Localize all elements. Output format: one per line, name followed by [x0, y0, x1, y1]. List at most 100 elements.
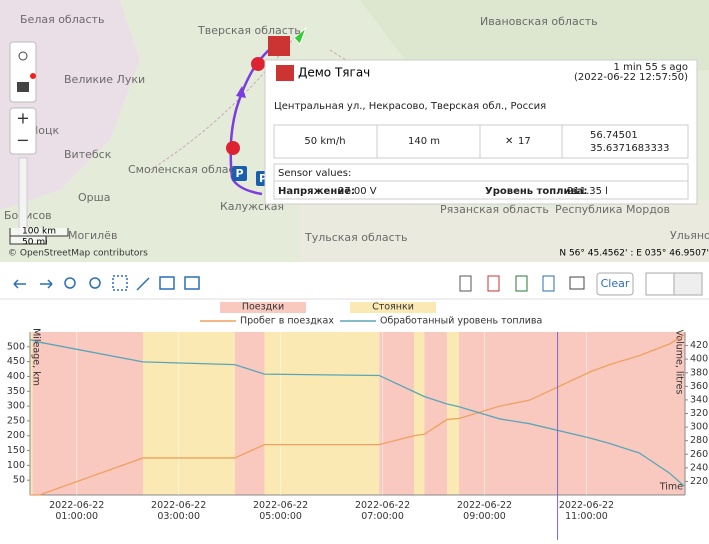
band	[424, 332, 448, 495]
legend-label: Пробег в поездках	[240, 316, 334, 327]
y-tick-label: 250	[7, 415, 25, 426]
legend-label: Стоянки	[372, 302, 414, 313]
x-tick-date: 2022-06-22	[559, 500, 614, 511]
toolbar: Clear	[0, 262, 709, 300]
y2-tick-label: 400	[690, 354, 708, 365]
y-tick-label: 200	[7, 430, 25, 441]
direction-arrow	[293, 26, 308, 45]
chart: Поездки Стоянки Пробег в поездках Обработан…	[7, 302, 708, 540]
map-label: Тульская область	[304, 231, 408, 244]
parking-letter: P	[235, 167, 243, 180]
zoom-control[interactable]	[9, 107, 37, 155]
map-toggle[interactable]	[645, 272, 675, 296]
map-label: Могилёв	[68, 229, 117, 242]
popup-address: Центральная ул., Некрасово, Тверская обл…	[274, 101, 546, 112]
zoom-in[interactable]: +	[16, 109, 29, 128]
legend-label: Поездки	[242, 302, 284, 313]
sensor-value: 27.00 V	[338, 186, 377, 197]
y2-tick-label: 340	[690, 394, 708, 405]
excel-button[interactable]	[515, 275, 528, 292]
print-button[interactable]	[569, 276, 585, 290]
map-label: Республика Мордов	[555, 203, 670, 216]
sensor-name: Напряжение:	[278, 186, 355, 197]
back-button[interactable]	[13, 279, 26, 289]
clear-button[interactable]	[596, 272, 634, 296]
map-icon	[17, 82, 29, 92]
split-toggle[interactable]	[673, 272, 703, 296]
zoom-out-button[interactable]	[89, 277, 101, 289]
y2-tick-label: 280	[690, 435, 708, 446]
x-tick-date: 2022-06-22	[457, 500, 512, 511]
map-label: Ивановская область	[480, 15, 598, 28]
x-tick-time: 03:00:00	[157, 511, 200, 522]
fit-button[interactable]	[159, 276, 175, 290]
x-tick-label: 2022-06-22 05:00:00	[253, 500, 308, 522]
download-button[interactable]	[542, 275, 555, 292]
map-label: Витебск	[64, 148, 112, 161]
map-label: Тверская область	[197, 24, 301, 37]
x-tick-time: 05:00:00	[259, 511, 302, 522]
eye-icon	[18, 51, 28, 61]
select-button[interactable]	[112, 275, 128, 291]
pdf-button[interactable]	[487, 275, 500, 292]
attribution: © OpenStreetMap contributors	[8, 249, 148, 259]
y2-tick-label: 240	[690, 462, 708, 473]
x-tick-time: 09:00:00	[463, 511, 506, 522]
y2-tick-label: 220	[690, 476, 708, 487]
badge	[30, 73, 36, 79]
band	[459, 332, 685, 495]
band	[264, 332, 380, 495]
x-tick-date: 2022-06-22	[49, 500, 104, 511]
band	[234, 332, 265, 495]
y2-tick-label: 380	[690, 367, 708, 378]
x-tick-time: 07:00:00	[361, 511, 404, 522]
y-tick-label: 400	[7, 371, 25, 382]
y-tick-label: 100	[7, 460, 25, 471]
y-axis-title: Mileage, km	[31, 328, 42, 386]
y2-tick-label: 420	[690, 340, 708, 351]
map-label: Белая область	[20, 13, 104, 26]
info-table	[273, 124, 689, 159]
map-controls: + −	[9, 41, 37, 239]
y-tick-label: 150	[7, 445, 25, 456]
legend-swatch	[220, 302, 306, 313]
layer-controls[interactable]	[9, 41, 37, 103]
longitude: 35.6371683333	[590, 143, 670, 154]
series-line	[29, 338, 685, 487]
x-tick-date: 2022-06-22	[151, 500, 206, 511]
altitude: 140 m	[408, 136, 440, 147]
reset-button[interactable]	[184, 276, 200, 290]
x-tick-label: 2022-06-22 07:00:00	[355, 500, 410, 522]
map-label: Нoцк	[30, 124, 59, 137]
sensor-value: 211.35 l	[567, 186, 608, 197]
popup-time: (2022-06-22 12:57:50)	[574, 72, 688, 83]
map-label: Смоленская облас	[128, 163, 235, 176]
x-tick-date: 2022-06-22	[253, 500, 308, 511]
y-tick-label: 300	[7, 401, 25, 412]
vehicle-popup: Демо Тягач 1 min 55 s ago (2022-06-22 12…	[264, 59, 698, 205]
cell-dividers	[376, 125, 563, 158]
y2-tick-label: 300	[690, 422, 708, 433]
map-label: Великие Луки	[64, 73, 145, 86]
zoom-out[interactable]: −	[16, 131, 29, 150]
band	[32, 332, 143, 495]
print-doc-button[interactable]	[459, 275, 472, 292]
band	[30, 332, 33, 495]
zoom-in-button[interactable]	[64, 277, 76, 289]
x-tick-label: 2022-06-22 01:00:00	[49, 500, 104, 522]
band	[379, 332, 414, 495]
region	[300, 200, 709, 262]
forward-button[interactable]	[40, 279, 53, 289]
y2-tick-label: 320	[690, 408, 708, 419]
band	[413, 332, 425, 495]
fit-x-button[interactable]	[136, 277, 150, 291]
sensors-title: Sensor values:	[278, 168, 351, 179]
sensor-name: Уровень топлива:	[485, 186, 588, 197]
x-tick-time: 01:00:00	[55, 511, 98, 522]
scale-label: 100 km	[22, 227, 56, 237]
speed: 50 km/h	[304, 136, 345, 147]
satellite-icon: ✕	[505, 136, 513, 147]
y2-tick-label: 360	[690, 381, 708, 392]
